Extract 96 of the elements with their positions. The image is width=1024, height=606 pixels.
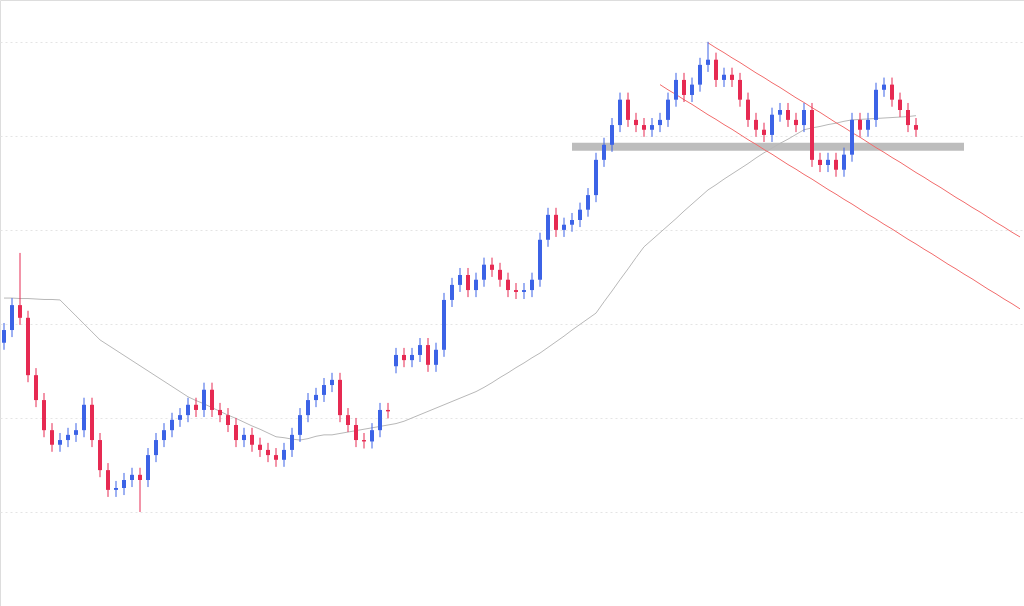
candlestick [122, 472, 126, 496]
candlestick [234, 417, 238, 448]
candlestick [610, 117, 614, 153]
candlestick [578, 202, 582, 228]
candlestick [466, 267, 470, 298]
candlestick [354, 417, 358, 448]
candlestick [626, 92, 630, 128]
candlestick [298, 407, 302, 443]
candlestick [170, 412, 174, 438]
candlestick [154, 432, 158, 463]
candlestick [330, 372, 334, 393]
candlestick [690, 77, 694, 103]
candlestick [858, 112, 862, 138]
candlestick [426, 337, 430, 373]
candlestick [370, 422, 374, 450]
candlestick [522, 282, 526, 300]
candlestick [706, 41, 710, 73]
candlestick [754, 112, 758, 138]
candlestick [378, 402, 382, 438]
candlestick [738, 72, 742, 108]
candlestick [722, 67, 726, 88]
candlestick [458, 267, 462, 293]
candlestick [890, 77, 894, 108]
candlestick [674, 72, 678, 108]
candlestick [514, 282, 518, 300]
candlestick [58, 432, 62, 453]
candlestick [394, 347, 398, 374]
candlestick [66, 427, 70, 448]
candlestick [306, 392, 310, 423]
candlestick [586, 187, 590, 218]
candlestick [130, 467, 134, 488]
candlestick [242, 427, 246, 448]
candlestick [210, 382, 214, 418]
candlestick [50, 422, 54, 453]
candlestick [762, 122, 766, 143]
candlestick [218, 402, 222, 423]
candlestick [114, 480, 118, 498]
candlestick [314, 387, 318, 408]
candlestick [650, 117, 654, 138]
candlestick [682, 72, 686, 103]
candlestick [106, 462, 110, 498]
candlestick [802, 102, 806, 133]
candlestick [658, 112, 662, 133]
candlestick [162, 422, 166, 448]
candlestick [562, 217, 566, 238]
candlestick [226, 407, 230, 433]
candlestick [770, 107, 774, 143]
candlestick [666, 92, 670, 128]
candlestick [274, 447, 278, 468]
candlestick [266, 442, 270, 463]
candlestick [778, 102, 782, 123]
candlestick [634, 112, 638, 133]
candlestick [450, 277, 454, 308]
candlestick [570, 212, 574, 233]
candlestick [410, 347, 414, 368]
candlestick [250, 427, 254, 453]
candlestick [498, 262, 502, 288]
candlestick [258, 437, 262, 458]
candlestick [290, 427, 294, 458]
candlestick [2, 322, 6, 351]
candlestick [698, 57, 702, 93]
candlestick [906, 102, 910, 133]
candlestick [730, 67, 734, 88]
candlestick [746, 92, 750, 128]
candlestick [434, 342, 438, 373]
candlestick [490, 257, 494, 278]
candlestick [834, 152, 838, 178]
candlestick [178, 407, 182, 428]
candlestick [322, 377, 326, 403]
candlestick [826, 152, 830, 173]
candlestick [202, 382, 206, 418]
candlestick [474, 272, 478, 298]
candlestick [714, 52, 718, 88]
candlestick [186, 397, 190, 423]
candlestick [282, 442, 286, 468]
candlestick [554, 207, 558, 238]
candlestick [866, 112, 870, 138]
candlestick [418, 337, 422, 363]
candlestick [530, 272, 534, 298]
candlestick [898, 92, 902, 118]
candlestick [642, 117, 646, 138]
candlestick [482, 257, 486, 288]
candlestick [882, 77, 886, 98]
candlestick [842, 147, 846, 178]
candlestick [18, 252, 22, 326]
candlestick [74, 422, 78, 443]
candlestick [602, 137, 606, 168]
candlestick [818, 152, 822, 173]
candlestick [786, 102, 790, 128]
candlestick [914, 117, 918, 138]
candlestick [194, 397, 198, 418]
candlestick [138, 467, 142, 513]
candlestick [402, 347, 406, 368]
candlestick [346, 407, 350, 433]
candlestick [506, 272, 510, 298]
candlestick [794, 112, 798, 133]
